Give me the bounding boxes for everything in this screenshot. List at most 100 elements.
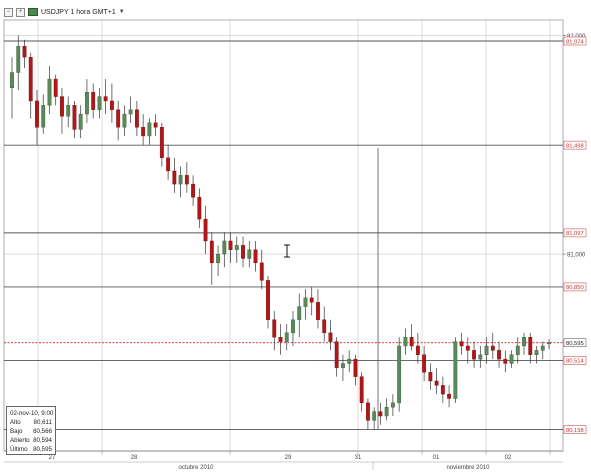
chart-toolbar: − + USDJPY 1 hora GMT+1 ▼: [4, 6, 125, 18]
candle-down[interactable]: [253, 249, 258, 264]
candle-up[interactable]: [178, 175, 183, 185]
candle-down[interactable]: [459, 341, 464, 347]
candle-down[interactable]: [366, 402, 370, 421]
candle-down[interactable]: [422, 354, 427, 373]
candle-up[interactable]: [484, 345, 489, 355]
candle-down[interactable]: [35, 100, 39, 128]
candle-up[interactable]: [453, 341, 458, 399]
candle-down[interactable]: [159, 127, 164, 159]
candle-up[interactable]: [534, 350, 539, 355]
level-label: 81,498: [566, 143, 584, 149]
candle-down[interactable]: [197, 197, 202, 220]
candle-down[interactable]: [465, 345, 470, 351]
candle-down[interactable]: [409, 337, 414, 347]
candle-down[interactable]: [359, 376, 364, 404]
candle-down[interactable]: [166, 157, 171, 172]
candle-up[interactable]: [78, 113, 83, 130]
candle-down[interactable]: [353, 358, 358, 377]
candle-down[interactable]: [503, 358, 508, 364]
candle-down[interactable]: [22, 46, 27, 58]
candle-down[interactable]: [53, 78, 58, 97]
candle-up[interactable]: [509, 354, 514, 364]
candle-up[interactable]: [41, 105, 46, 128]
candle-up[interactable]: [515, 345, 520, 355]
candle-down[interactable]: [378, 411, 383, 417]
candle-up[interactable]: [547, 342, 551, 344]
candle-down[interactable]: [415, 345, 420, 355]
candle-down[interactable]: [434, 380, 439, 386]
candle-up[interactable]: [397, 345, 402, 404]
candle-down[interactable]: [490, 345, 495, 351]
day-label: 02: [505, 455, 512, 461]
candle-up[interactable]: [540, 345, 545, 351]
candle-down[interactable]: [278, 337, 283, 342]
candle-up[interactable]: [372, 411, 377, 421]
candle-down[interactable]: [134, 109, 139, 128]
chart-title[interactable]: USDJPY 1 hora GMT+1: [41, 8, 116, 16]
candle-up[interactable]: [291, 319, 295, 334]
candle-down[interactable]: [322, 319, 327, 334]
candle-down[interactable]: [103, 96, 108, 102]
candle-down[interactable]: [228, 240, 233, 250]
candle-down[interactable]: [184, 175, 189, 185]
candle-down[interactable]: [497, 350, 501, 360]
candle-up[interactable]: [284, 332, 289, 342]
minus-box-icon[interactable]: −: [4, 7, 13, 17]
plus-box-icon[interactable]: +: [16, 7, 25, 17]
candle-up[interactable]: [347, 358, 352, 364]
candle-down[interactable]: [472, 350, 476, 360]
candle-up[interactable]: [384, 407, 389, 417]
candle-down[interactable]: [203, 218, 208, 242]
candle-down[interactable]: [334, 341, 339, 369]
candle-down[interactable]: [309, 297, 314, 303]
candle-down[interactable]: [316, 302, 320, 320]
current-price-box: [563, 338, 587, 348]
candle-down[interactable]: [191, 183, 195, 198]
candle-up[interactable]: [97, 96, 102, 110]
candle-down[interactable]: [28, 56, 33, 102]
candle-up[interactable]: [234, 245, 239, 250]
candle-down[interactable]: [91, 91, 96, 110]
candle-down[interactable]: [328, 332, 333, 342]
candle-down[interactable]: [116, 109, 121, 128]
candle-up[interactable]: [522, 337, 526, 347]
candle-down[interactable]: [440, 385, 445, 395]
chart-grid: [3, 19, 564, 452]
candle-up[interactable]: [216, 253, 220, 264]
candle-down[interactable]: [259, 262, 264, 281]
chevron-down-icon[interactable]: ▼: [118, 9, 125, 15]
candle-up[interactable]: [85, 91, 89, 115]
candle-up[interactable]: [297, 306, 302, 320]
candle-down[interactable]: [172, 170, 177, 185]
candle-up[interactable]: [10, 72, 14, 89]
candle-down[interactable]: [428, 372, 433, 382]
candle-up[interactable]: [341, 363, 345, 369]
candle-down[interactable]: [266, 280, 270, 320]
candle-up[interactable]: [16, 46, 21, 73]
candle-down[interactable]: [60, 96, 64, 117]
candle-down[interactable]: [72, 105, 77, 130]
candle-up[interactable]: [303, 297, 308, 307]
candle-down[interactable]: [109, 100, 114, 110]
candle-down[interactable]: [528, 337, 533, 355]
candle-down[interactable]: [153, 122, 158, 128]
candle-up[interactable]: [66, 105, 71, 117]
candle-up[interactable]: [147, 122, 152, 137]
candle-down[interactable]: [209, 240, 214, 264]
candle-up[interactable]: [247, 249, 252, 259]
candle-down[interactable]: [241, 245, 245, 259]
candle-up[interactable]: [390, 402, 395, 408]
candle-up[interactable]: [122, 113, 127, 128]
candle-up[interactable]: [478, 354, 483, 360]
candle-down[interactable]: [447, 393, 452, 399]
candle-down[interactable]: [141, 127, 146, 137]
candle-up[interactable]: [128, 109, 133, 115]
horizontal-levels[interactable]: [4, 40, 563, 431]
candle-up[interactable]: [222, 240, 227, 255]
candle-down[interactable]: [272, 319, 277, 338]
candle-up[interactable]: [403, 337, 408, 347]
level-label: 80,850: [566, 285, 584, 291]
candles[interactable]: [10, 35, 551, 430]
candle-up[interactable]: [47, 78, 52, 106]
